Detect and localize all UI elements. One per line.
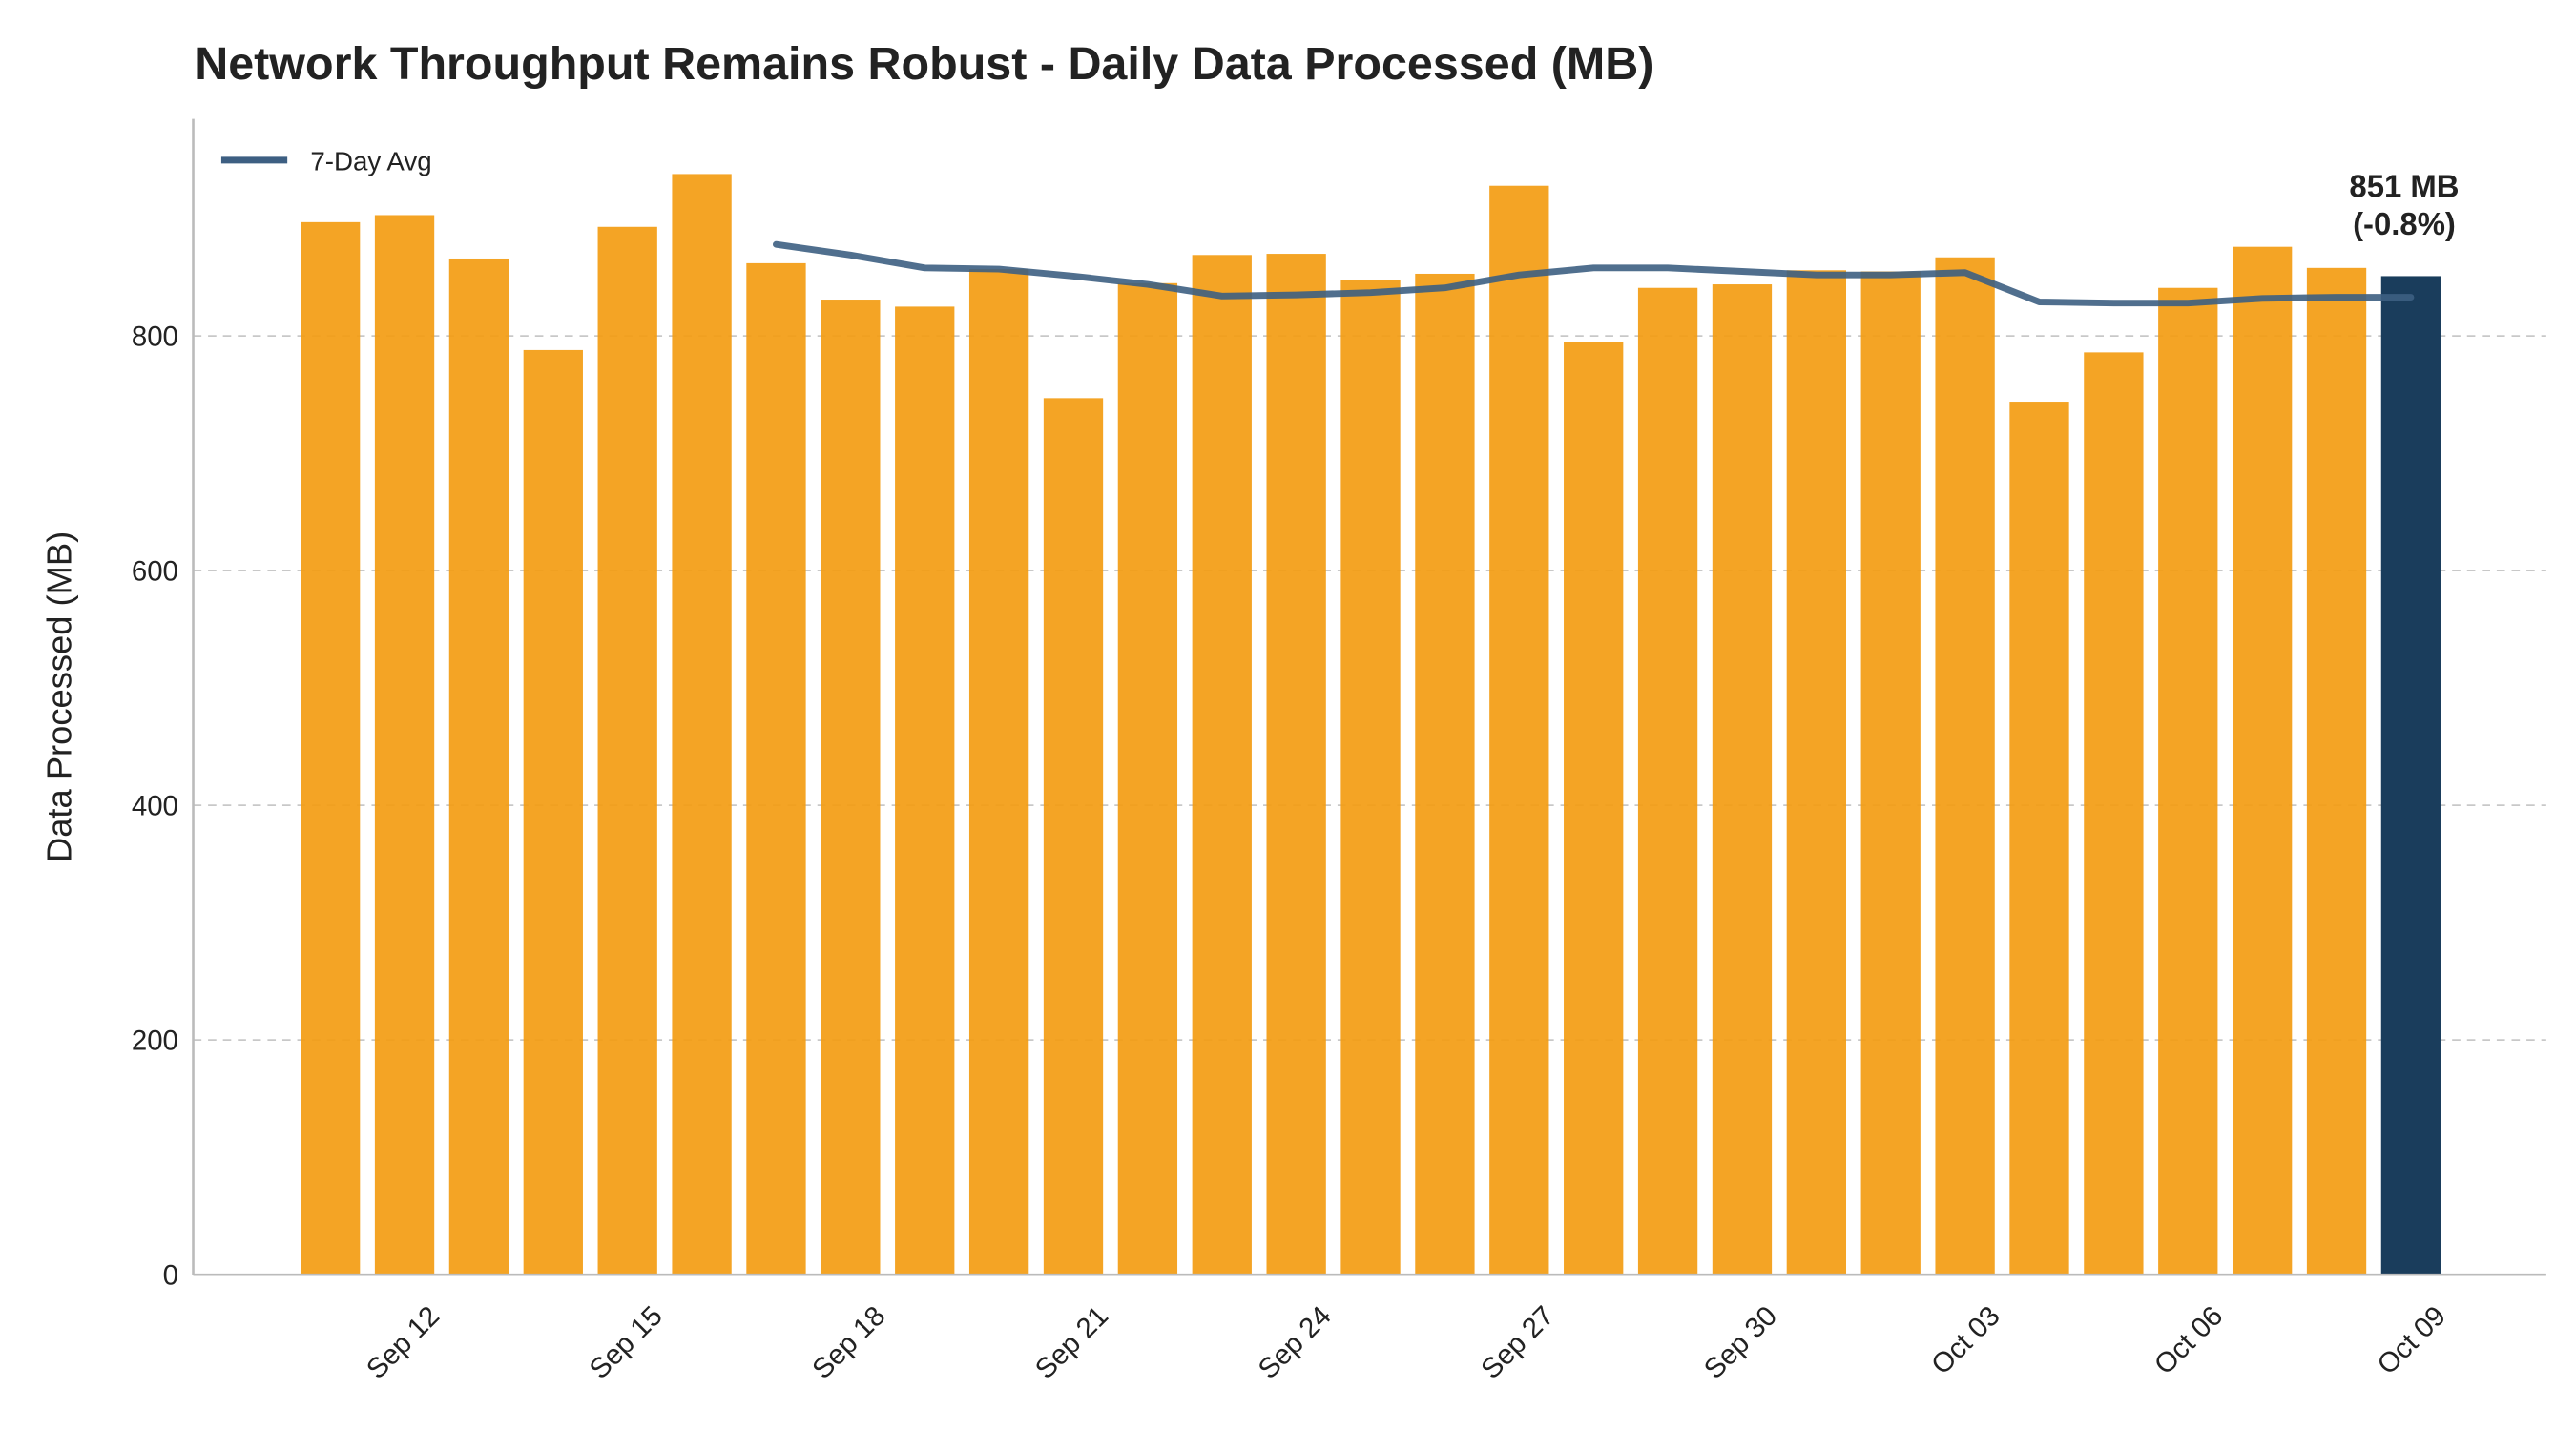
y-tick-label: 400 (132, 791, 178, 822)
bar (1564, 342, 1624, 1275)
bar (2084, 352, 2144, 1275)
bar (1860, 271, 1921, 1275)
bar (448, 258, 509, 1275)
bar (2158, 287, 2218, 1275)
x-tick-label: Oct 09 (2371, 1300, 2452, 1381)
x-tick-label: Sep 24 (1252, 1300, 1337, 1385)
y-axis-label: Data Processed (MB) (39, 531, 78, 862)
bar (374, 215, 435, 1275)
bar (1117, 282, 1178, 1275)
bar (746, 262, 806, 1275)
x-tick-label: Sep 12 (361, 1300, 446, 1385)
bar (597, 226, 657, 1275)
y-tick-label: 0 (163, 1260, 178, 1292)
bar (2380, 276, 2441, 1275)
bar (1340, 280, 1401, 1275)
bar (523, 349, 583, 1275)
x-tick-label: Sep 18 (806, 1300, 891, 1385)
x-tick-label: Oct 06 (2149, 1300, 2230, 1381)
bar (1415, 273, 1475, 1275)
bar (821, 300, 881, 1275)
y-tick-label: 800 (132, 321, 178, 353)
legend-label: 7-Day Avg (310, 146, 431, 176)
bar (672, 174, 732, 1275)
chart-title: Network Throughput Remains Robust - Dail… (195, 38, 1653, 90)
bar (2232, 246, 2293, 1275)
bar (1192, 255, 1252, 1275)
y-tick-label: 600 (132, 556, 178, 588)
x-tick-label: Sep 21 (1029, 1300, 1114, 1385)
bar (1935, 257, 1995, 1275)
x-tick-label: Sep 27 (1475, 1300, 1560, 1385)
bar (2306, 267, 2367, 1275)
x-tick-label: Oct 03 (1925, 1300, 2006, 1381)
y-tick-label: 200 (132, 1026, 178, 1057)
bar (2009, 402, 2069, 1275)
bar (1043, 398, 1104, 1275)
bar (968, 269, 1029, 1275)
line (773, 240, 2415, 307)
bar (1266, 254, 1326, 1275)
bar (1637, 287, 1698, 1275)
x-tick-label: Sep 30 (1698, 1300, 1783, 1385)
bar (301, 221, 361, 1275)
annotation: 851 MB (2349, 168, 2459, 203)
bar (895, 306, 955, 1275)
annotation: (-0.8%) (2353, 206, 2456, 241)
bar (1786, 270, 1846, 1275)
bar (1712, 284, 1773, 1275)
x-tick-label: Sep 15 (583, 1300, 668, 1385)
bar (1489, 185, 1549, 1275)
